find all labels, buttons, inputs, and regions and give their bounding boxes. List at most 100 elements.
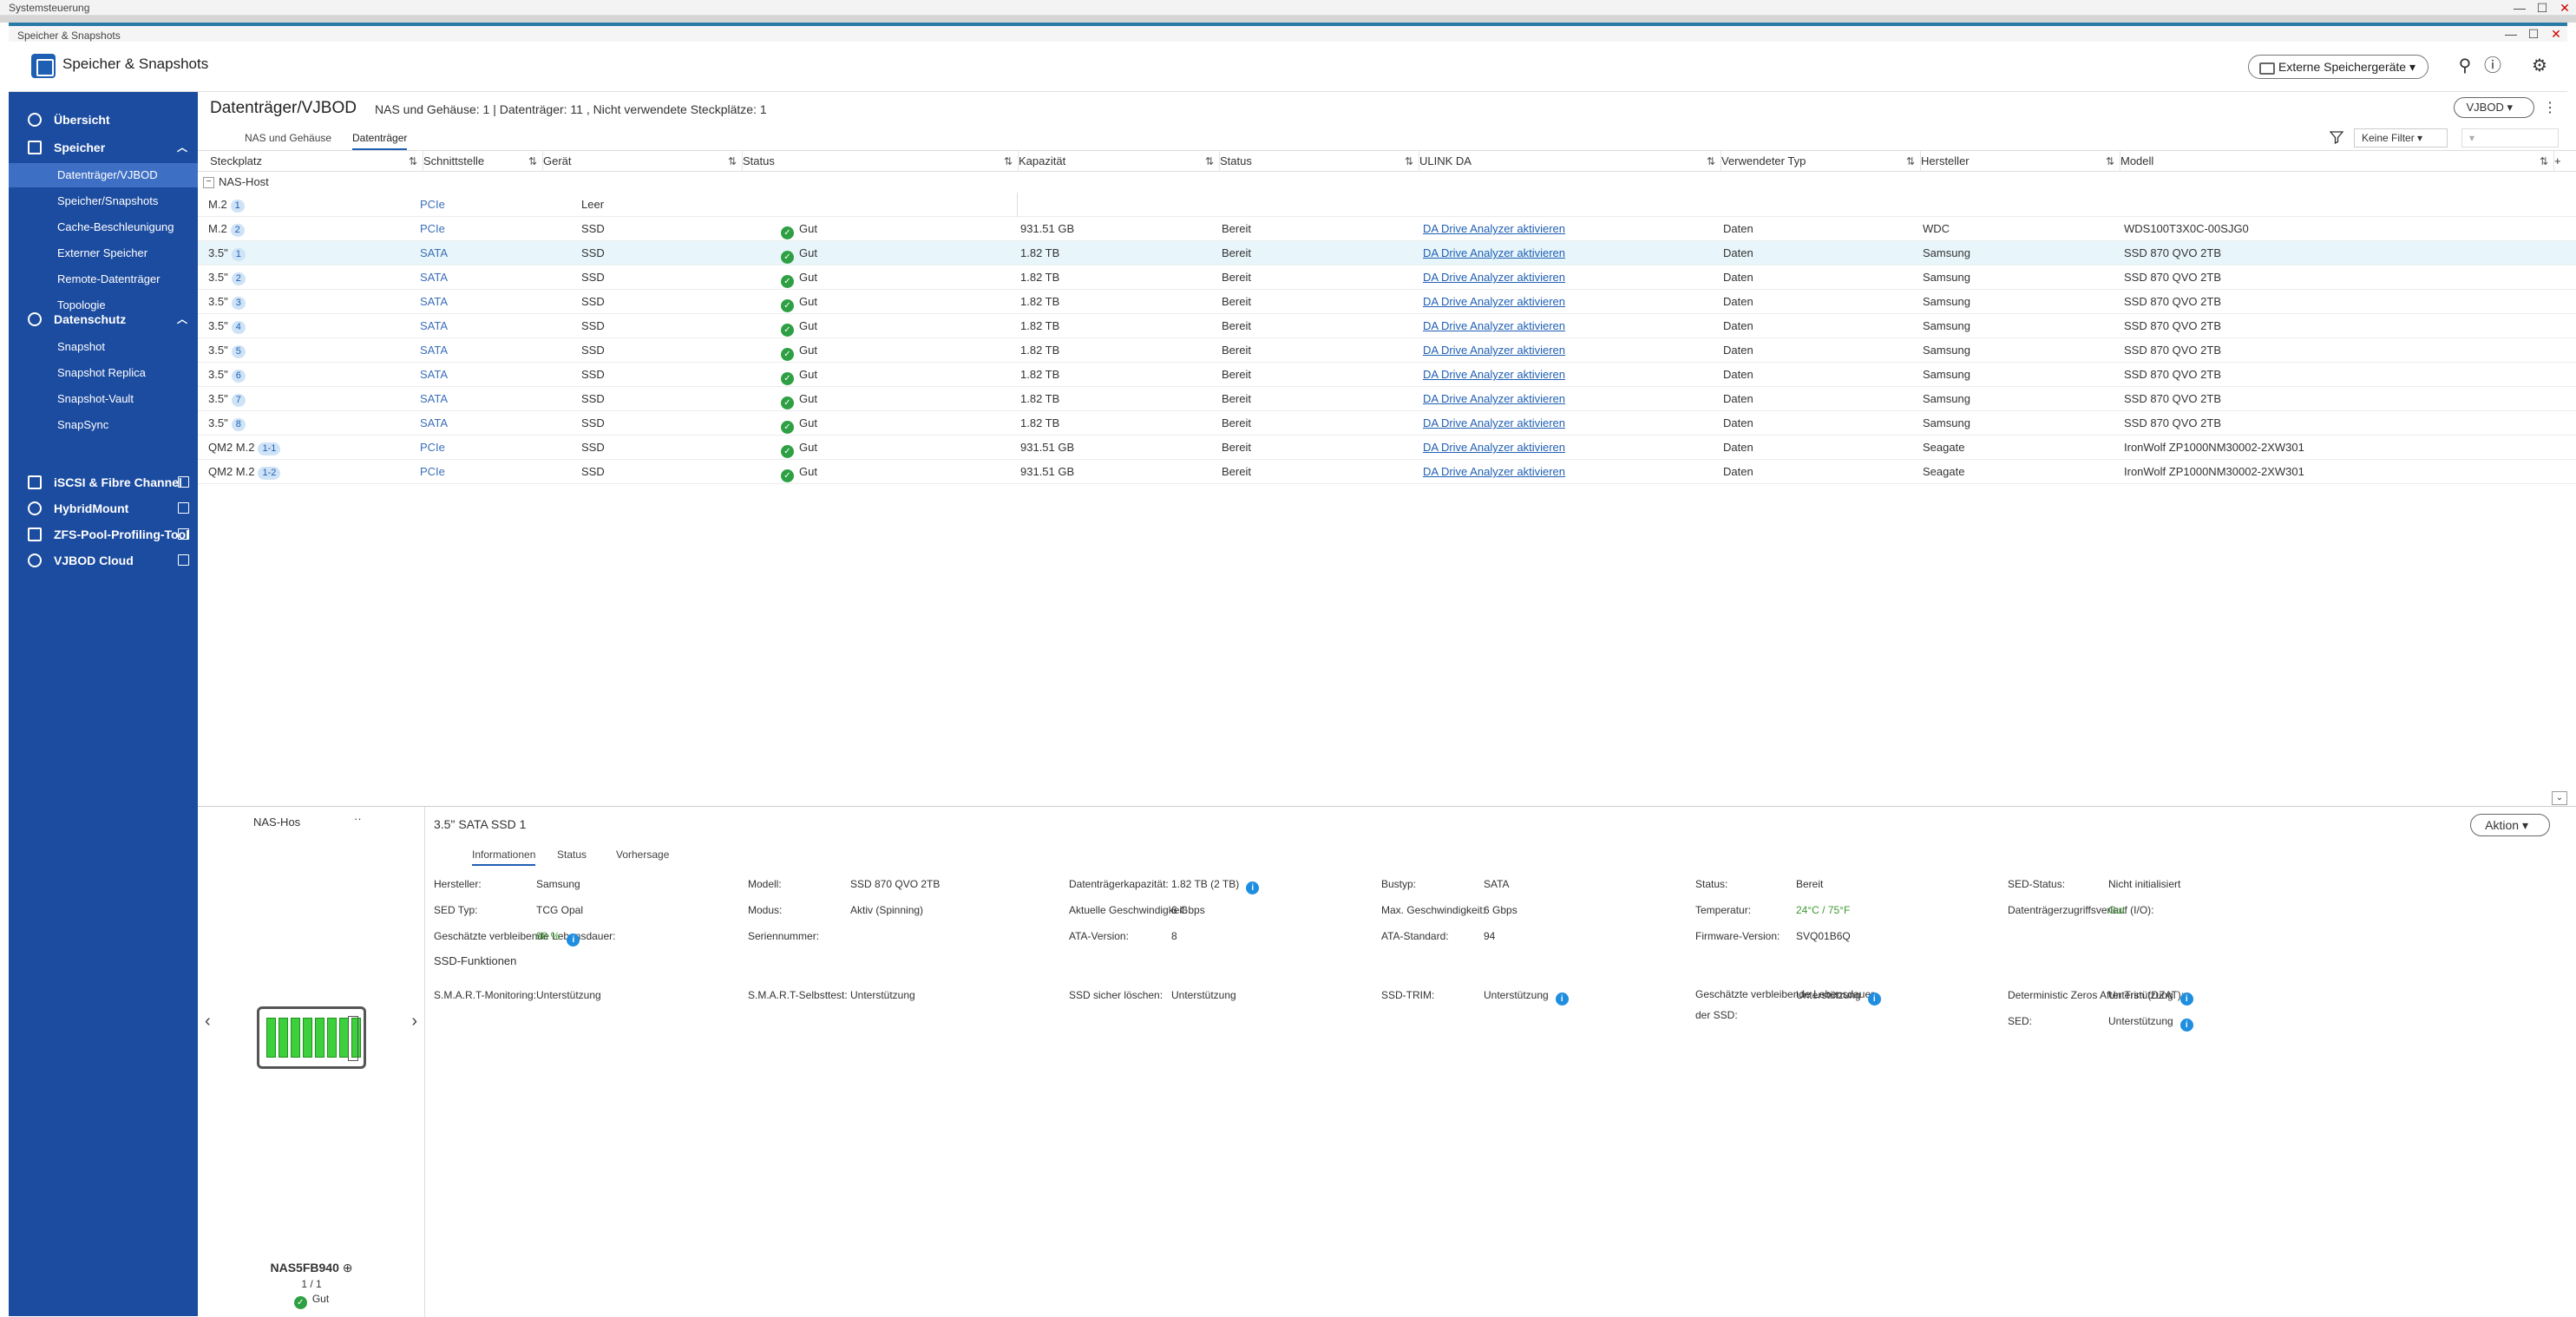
info-icon[interactable]: i — [2179, 993, 2193, 1006]
sort-icon[interactable]: ⇅ — [408, 155, 417, 167]
sort-icon[interactable]: ⇅ — [1204, 155, 1214, 167]
tab-status[interactable]: Status — [557, 849, 587, 861]
cell-ulink[interactable]: DA Drive Analyzer aktivieren — [1423, 460, 1565, 484]
group-nas-host[interactable]: NAS-Host — [198, 172, 2576, 193]
table-row[interactable]: 3.5" 1 SATA SSD ✓ Gut 1.82 TB Bereit DA Drive An… — [198, 241, 2576, 265]
add-column-icon[interactable]: + — [2554, 154, 2561, 167]
search-device-icon[interactable]: ⚲ — [2458, 56, 2472, 75]
cell-ulink[interactable]: DA Drive Analyzer aktivieren — [1423, 338, 1565, 363]
drive-bay[interactable] — [351, 1018, 361, 1058]
minimize-icon[interactable]: — — [2505, 27, 2517, 41]
table-row[interactable]: 3.5" 8 SATA SSD ✓ Gut 1.82 TB Bereit DA Drive An… — [198, 411, 2576, 436]
sidebar-item-übersicht[interactable]: Übersicht — [9, 108, 198, 132]
sidebar-item-snapshot-replica[interactable]: Snapshot Replica — [9, 361, 198, 385]
column-header[interactable]: Verwendeter Typ ⇅ — [1721, 151, 1921, 172]
close-icon[interactable]: ✕ — [2551, 27, 2561, 41]
drive-bay[interactable] — [303, 1018, 312, 1058]
info-icon[interactable]: i — [567, 934, 580, 947]
sidebar-item-externer-speicher[interactable]: Externer Speicher — [9, 241, 198, 265]
drive-bay[interactable] — [315, 1018, 324, 1058]
drive-bay[interactable] — [279, 1018, 288, 1058]
tab-prediction[interactable]: Vorhersage — [616, 849, 670, 861]
tab-disks[interactable]: Datenträger — [352, 132, 408, 150]
help-icon[interactable]: ⓘ — [2484, 56, 2501, 75]
more-options-icon[interactable]: ⋮ — [2543, 101, 2557, 115]
sidebar-item-vjbod-cloud[interactable]: VJBOD Cloud — [9, 548, 198, 573]
secondary-filter-select[interactable]: ▾ — [2461, 128, 2559, 147]
column-header[interactable]: Hersteller ⇅ — [1921, 151, 2120, 172]
tab-information[interactable]: Informationen — [472, 849, 536, 866]
drive-bay[interactable] — [291, 1018, 300, 1058]
sidebar-item-cache-beschleunigung[interactable]: Cache-Beschleunigung — [9, 215, 198, 239]
column-header[interactable]: ULINK DA ⇅ — [1419, 151, 1721, 172]
sidebar-item-datenträger-vjbod[interactable]: Datenträger/VJBOD — [9, 163, 198, 187]
column-header[interactable]: Kapazität ⇅ — [1019, 151, 1220, 172]
info-icon[interactable]: i — [2179, 1019, 2193, 1032]
cell-ulink[interactable]: DA Drive Analyzer aktivieren — [1423, 314, 1565, 338]
external-link-icon[interactable] — [178, 528, 189, 540]
sidebar-item-speicher-snapshots[interactable]: Speicher/Snapshots — [9, 189, 198, 213]
cell-ulink[interactable]: DA Drive Analyzer aktivieren — [1423, 217, 1565, 241]
drive-bay[interactable] — [266, 1018, 276, 1058]
sidebar-item-zfs-pool-profiling-tool[interactable]: ZFS-Pool-Profiling-Tool — [9, 522, 198, 547]
sidebar-item-hybridmount[interactable]: HybridMount — [9, 496, 198, 521]
sort-icon[interactable]: ⇅ — [528, 155, 537, 167]
cell-ulink[interactable]: DA Drive Analyzer aktivieren — [1423, 387, 1565, 411]
cell-ulink[interactable]: DA Drive Analyzer aktivieren — [1423, 241, 1565, 265]
action-button[interactable]: Aktion ▾ — [2470, 814, 2550, 836]
table-row[interactable]: QM2 M.2 1-2 PCIe SSD ✓ Gut 931.51 GB Bereit DA D… — [198, 460, 2576, 484]
chevron-up-icon[interactable]: ︿ — [176, 313, 187, 325]
nas-menu-icon[interactable]: ·· — [354, 812, 362, 825]
filter-icon[interactable] — [2330, 130, 2343, 144]
cell-ulink[interactable]: DA Drive Analyzer aktivieren — [1423, 265, 1565, 290]
minimize-icon[interactable]: — — [2514, 1, 2526, 15]
external-link-icon[interactable] — [178, 502, 189, 514]
sidebar-item-snapshot-vault[interactable]: Snapshot-Vault — [9, 387, 198, 411]
info-icon[interactable]: i — [1246, 881, 1260, 894]
zoom-icon[interactable]: ⊕ — [342, 1261, 353, 1274]
next-arrow-icon[interactable]: › — [411, 1012, 417, 1031]
external-link-icon[interactable] — [178, 476, 189, 488]
external-storage-button[interactable]: Externe Speichergeräte ▾ — [2247, 55, 2429, 79]
table-row[interactable]: 3.5" 7 SATA SSD ✓ Gut 1.82 TB Bereit DA Drive An… — [198, 387, 2576, 411]
sort-icon[interactable]: ⇅ — [1905, 155, 1915, 167]
filter-select[interactable]: Keine Filter ▾ — [2354, 128, 2448, 147]
maximize-icon[interactable]: ☐ — [2536, 1, 2548, 15]
sort-icon[interactable]: ⇅ — [2105, 155, 2114, 167]
tab-nas-enclosure[interactable]: NAS und Gehäuse — [245, 132, 332, 144]
chevron-up-icon[interactable]: ︿ — [176, 141, 187, 154]
sidebar-item-iscsi-fibre-channel[interactable]: iSCSI & Fibre Channel — [9, 470, 198, 495]
cell-ulink[interactable]: DA Drive Analyzer aktivieren — [1423, 436, 1565, 460]
sidebar-item-snapshot[interactable]: Snapshot — [9, 335, 198, 359]
collapse-panel-icon[interactable]: ⌄ — [2552, 791, 2567, 805]
column-header[interactable]: Gerät ⇅ — [543, 151, 743, 172]
column-header[interactable]: Status ⇅ — [1220, 151, 1419, 172]
sort-icon[interactable]: ⇅ — [2539, 155, 2548, 167]
column-header[interactable]: Modell ⇅ — [2120, 151, 2554, 172]
sort-icon[interactable]: ⇅ — [1404, 155, 1413, 167]
gear-icon[interactable]: ⚙ — [2532, 56, 2547, 75]
cell-ulink[interactable]: DA Drive Analyzer aktivieren — [1423, 290, 1565, 314]
table-row[interactable]: 3.5" 2 SATA SSD ✓ Gut 1.82 TB Bereit DA Drive An… — [198, 265, 2576, 290]
table-row[interactable]: QM2 M.2 1-1 PCIe SSD ✓ Gut 931.51 GB Bereit DA D… — [198, 436, 2576, 460]
sort-icon[interactable]: ⇅ — [727, 155, 737, 167]
info-icon[interactable]: i — [1867, 993, 1881, 1006]
sidebar-item-speicher[interactable]: Speicher ︿ — [9, 135, 198, 160]
table-row[interactable]: 3.5" 5 SATA SSD ✓ Gut 1.82 TB Bereit DA Drive An… — [198, 338, 2576, 363]
table-row[interactable]: M.2 1 PCIe Leer — [198, 193, 2576, 217]
sidebar-item-datenschutz[interactable]: Datenschutz ︿ — [9, 307, 198, 331]
info-icon[interactable]: i — [1555, 993, 1569, 1006]
column-header[interactable]: Status ⇅ — [743, 151, 1019, 172]
sidebar-item-topologie[interactable]: Topologie — [9, 293, 198, 318]
table-row[interactable]: 3.5" 6 SATA SSD ✓ Gut 1.82 TB Bereit DA Drive An… — [198, 363, 2576, 387]
sort-icon[interactable]: ⇅ — [1706, 155, 1715, 167]
table-row[interactable]: M.2 2 PCIe SSD ✓ Gut 931.51 GB Bereit DA Drive A… — [198, 217, 2576, 241]
table-row[interactable]: 3.5" 4 SATA SSD ✓ Gut 1.82 TB Bereit DA Drive An… — [198, 314, 2576, 338]
column-header[interactable]: Schnittstelle ⇅ — [423, 151, 543, 172]
prev-arrow-icon[interactable]: ‹ — [205, 1012, 211, 1031]
sidebar-item-snapsync[interactable]: SnapSync — [9, 413, 198, 437]
cell-ulink[interactable]: DA Drive Analyzer aktivieren — [1423, 363, 1565, 387]
maximize-icon[interactable]: ☐ — [2527, 27, 2540, 41]
vjbod-button[interactable]: VJBOD ▾ — [2453, 97, 2534, 118]
sort-icon[interactable]: ⇅ — [1003, 155, 1013, 167]
